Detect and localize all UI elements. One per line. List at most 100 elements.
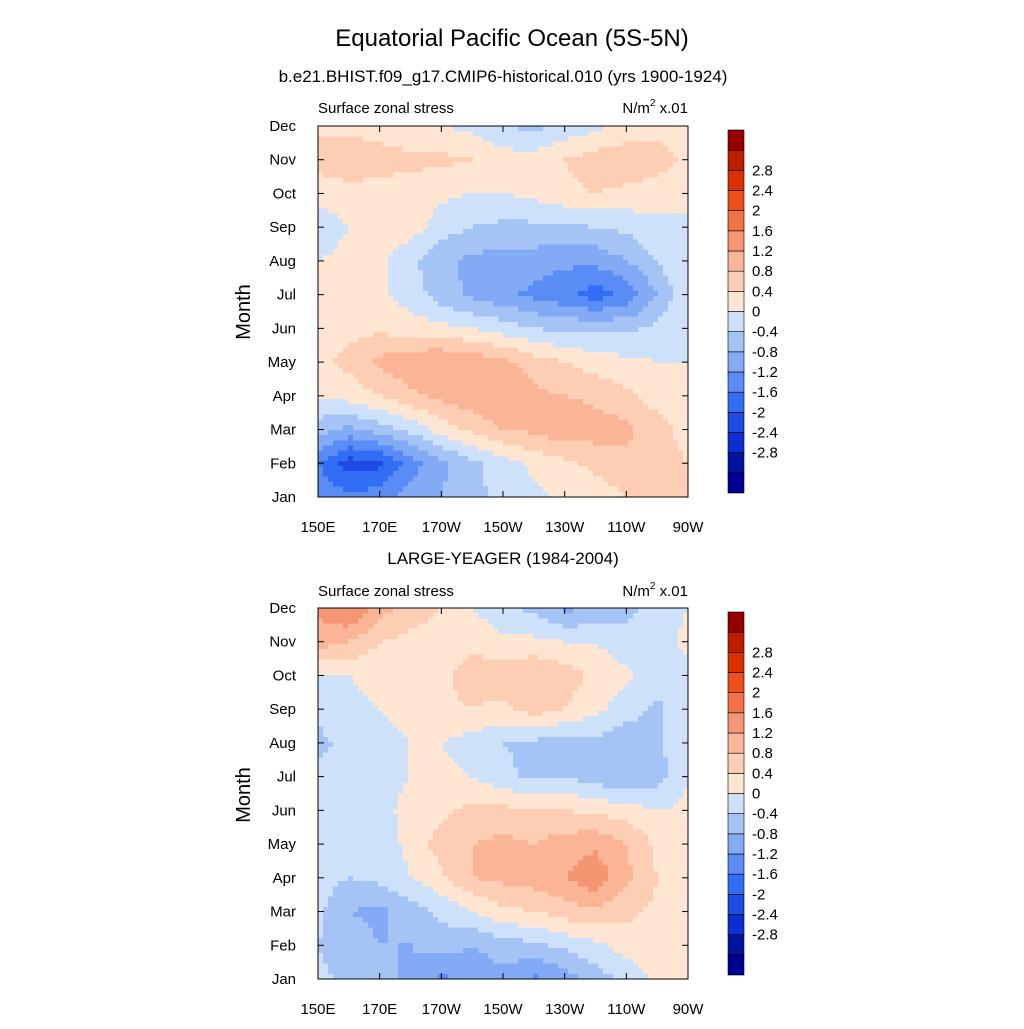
contour-cell (328, 208, 334, 215)
contour-cell (403, 265, 409, 271)
contour-cell (348, 141, 354, 148)
contour-cell (358, 249, 364, 256)
contour-cell (483, 311, 489, 318)
contour-cell (533, 270, 539, 277)
contour-cell (328, 259, 334, 266)
contour-cell (413, 378, 419, 385)
contour-cell (608, 404, 614, 410)
contour-cell (443, 326, 449, 333)
contour-cell (338, 414, 344, 421)
contour-cell (543, 326, 549, 333)
contour-cell (373, 440, 379, 447)
contour-cell (468, 393, 474, 400)
contour-cell (618, 445, 624, 452)
contour-cell (463, 239, 469, 246)
contour-cell (528, 141, 534, 148)
contour-cell (608, 383, 614, 390)
contour-cell (673, 290, 679, 297)
contour-cell (623, 218, 629, 225)
contour-cell (483, 414, 489, 421)
contour-cell (648, 388, 654, 395)
contour-cell (668, 249, 674, 256)
contour-cell (573, 218, 579, 225)
contour-cell (343, 223, 349, 230)
contour-cell (323, 229, 329, 235)
contour-cell (438, 270, 444, 277)
contour-cell (338, 285, 344, 292)
contour-cell (598, 419, 604, 426)
contour-cell (663, 466, 669, 472)
contour-cell (658, 430, 664, 436)
contour-cell (393, 254, 399, 261)
contour-cell (403, 156, 409, 163)
contour-cell (573, 393, 579, 400)
contour-cell (503, 414, 509, 421)
contour-cell (608, 430, 614, 436)
contour-cell (358, 368, 364, 374)
contour-cell (393, 306, 399, 313)
contour-cell (358, 409, 364, 416)
contour-cell (618, 146, 624, 153)
contour-cell (553, 131, 559, 137)
contour-cell (563, 393, 569, 400)
contour-cell (508, 244, 514, 251)
contour-cell (663, 229, 669, 235)
contour-cell (463, 229, 469, 235)
contour-cell (318, 167, 324, 173)
contour-cell (583, 373, 589, 380)
contour-cell (598, 270, 604, 277)
contour-cell (443, 177, 449, 184)
contour-cell (433, 460, 439, 467)
contour-cell (638, 373, 644, 380)
contour-cell (568, 414, 574, 421)
contour-cell (323, 460, 329, 467)
contour-cell (348, 213, 354, 220)
contour-cell (583, 337, 589, 344)
contour-cell (528, 455, 534, 462)
contour-cell (578, 383, 584, 390)
contour-cell (678, 337, 684, 344)
contour-cell (608, 280, 614, 287)
contour-cell (553, 182, 559, 189)
contour-cell (418, 311, 424, 318)
contour-cell (638, 167, 644, 173)
contour-cell (643, 131, 649, 137)
contour-cell (528, 275, 534, 282)
contour-cell (638, 254, 644, 261)
contour-cell (583, 311, 589, 318)
contour-cell (338, 316, 344, 323)
contour-cell (533, 172, 539, 179)
contour-cell (638, 192, 644, 199)
contour-cell (433, 352, 439, 359)
contour-cell (683, 151, 689, 158)
contour-cell (503, 337, 509, 344)
contour-cell (538, 203, 544, 210)
contour-cell (588, 414, 594, 421)
contour-cell (673, 399, 679, 405)
contour-cell (438, 311, 444, 318)
contour-cell (523, 455, 529, 462)
contour-cell (448, 321, 454, 328)
contour-cell (513, 419, 519, 426)
contour-cell (638, 404, 644, 410)
contour-cell (558, 213, 564, 220)
contour-cell (528, 172, 534, 179)
contour-cell (568, 275, 574, 282)
contour-cell (603, 378, 609, 385)
contour-cell (558, 270, 564, 277)
contour-cell (473, 450, 479, 457)
contour-cell (453, 270, 459, 277)
contour-cell (378, 285, 384, 292)
contour-cell (363, 192, 369, 199)
contour-cell (423, 399, 429, 405)
contour-cell (603, 275, 609, 282)
contour-cell (478, 321, 484, 328)
contour-cell (438, 249, 444, 256)
contour-cell (613, 342, 619, 349)
contour-cell (413, 357, 419, 364)
contour-cell (518, 326, 524, 333)
contour-cell (503, 290, 509, 297)
contour-cell (398, 208, 404, 215)
contour-cell (343, 404, 349, 410)
contour-cell (478, 151, 484, 158)
